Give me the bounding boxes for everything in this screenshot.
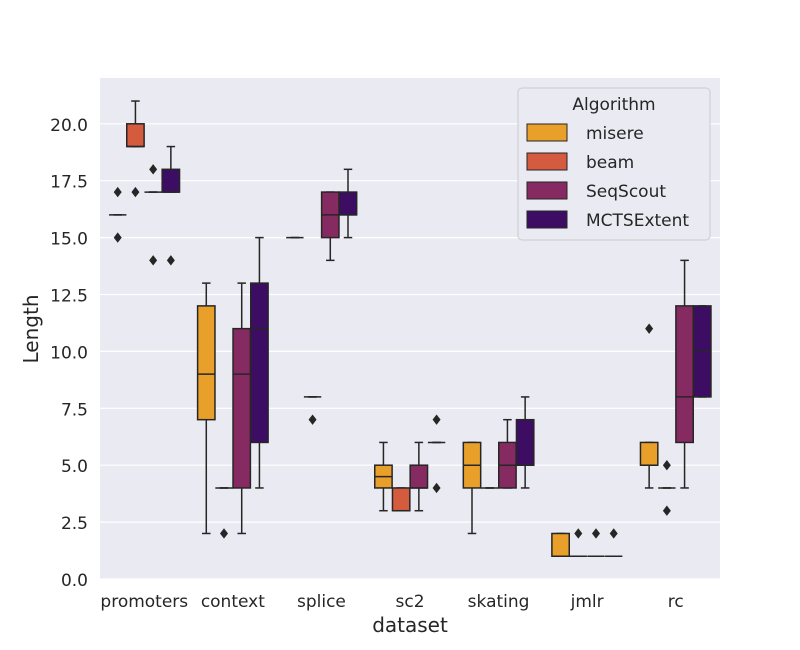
box-group bbox=[605, 528, 623, 557]
box bbox=[409, 464, 429, 489]
legend-item: SeqScout bbox=[526, 181, 666, 202]
outlier-point bbox=[662, 505, 671, 516]
y-tick-label: 15.0 bbox=[50, 230, 88, 250]
box-group bbox=[109, 186, 127, 243]
y-tick-label: 7.5 bbox=[61, 400, 88, 420]
box-group bbox=[551, 532, 571, 557]
y-axis-label: Length bbox=[19, 295, 43, 364]
box-group bbox=[658, 460, 676, 516]
box-group bbox=[515, 396, 535, 489]
series-beam bbox=[125, 100, 676, 557]
box-group bbox=[391, 487, 411, 512]
box-group bbox=[303, 396, 322, 425]
box bbox=[515, 418, 535, 466]
box bbox=[551, 532, 571, 557]
legend-label: beam bbox=[586, 153, 634, 173]
outlier-point bbox=[574, 528, 583, 539]
outlier-point bbox=[113, 232, 122, 243]
x-tick-label: splice bbox=[297, 592, 346, 612]
x-tick-label: jmlr bbox=[570, 592, 604, 612]
outlier-point bbox=[609, 528, 618, 539]
y-tick-labels: 0.0 2.5 5.0 7.5 10.0 12.5 15.0 17.5 20.0 bbox=[50, 116, 88, 591]
legend-label: MCTSExtent bbox=[586, 211, 689, 231]
outlier-point bbox=[645, 323, 654, 334]
y-tick-label: 2.5 bbox=[61, 514, 88, 534]
box-group bbox=[569, 528, 587, 557]
box-group bbox=[161, 145, 181, 266]
outlier-point bbox=[149, 255, 158, 266]
legend: Algorithm misere beam SeqScout MCTSExtent bbox=[517, 87, 711, 241]
legend-title: Algorithm bbox=[572, 95, 655, 115]
box-group bbox=[409, 441, 429, 512]
outlier-point bbox=[220, 528, 228, 539]
legend-items: misere beam SeqScout MCTSExtent bbox=[526, 123, 689, 231]
box-group bbox=[215, 487, 233, 539]
outlier-point bbox=[432, 414, 441, 425]
legend-item: MCTSExtent bbox=[526, 210, 689, 231]
legend-swatch bbox=[526, 123, 568, 142]
legend-label: SeqScout bbox=[586, 182, 666, 202]
box-group bbox=[249, 236, 269, 489]
x-axis-label: dataset bbox=[372, 613, 448, 637]
legend-swatch bbox=[526, 152, 568, 171]
box-group bbox=[587, 528, 605, 557]
x-tick-label: skating bbox=[468, 592, 530, 612]
outlier-point bbox=[131, 186, 140, 198]
outlier-point bbox=[592, 528, 600, 539]
legend-swatch bbox=[526, 210, 568, 229]
outlier-point bbox=[166, 255, 175, 266]
box-group bbox=[373, 441, 393, 512]
box bbox=[249, 282, 269, 444]
box-group bbox=[675, 259, 695, 489]
y-tick-label: 10.0 bbox=[50, 343, 88, 363]
box-group bbox=[196, 282, 216, 535]
box bbox=[338, 191, 358, 216]
box bbox=[125, 123, 145, 148]
x-tick-label: sc2 bbox=[395, 592, 424, 612]
y-tick-label: 0.0 bbox=[61, 571, 88, 591]
box bbox=[391, 487, 411, 512]
x-tick-label: rc bbox=[668, 592, 684, 612]
series-mctsextent bbox=[161, 145, 712, 557]
box bbox=[675, 305, 695, 444]
series-seqscout bbox=[144, 164, 695, 557]
box bbox=[232, 327, 252, 489]
y-tick-label: 17.5 bbox=[50, 173, 88, 193]
outlier-point bbox=[308, 414, 317, 425]
outlier-point bbox=[432, 482, 441, 494]
y-tick-label: 12.5 bbox=[50, 287, 88, 307]
box bbox=[196, 305, 216, 421]
box-group bbox=[338, 168, 358, 239]
x-tick-label: context bbox=[201, 592, 265, 612]
series-misere bbox=[109, 186, 659, 557]
box-groups bbox=[109, 100, 712, 557]
legend-label: misere bbox=[586, 124, 644, 144]
box-group bbox=[462, 441, 482, 535]
box-group bbox=[692, 305, 712, 398]
outlier-point bbox=[113, 186, 122, 198]
box bbox=[639, 441, 659, 466]
box bbox=[161, 168, 181, 193]
box-group bbox=[125, 100, 145, 198]
box-group bbox=[639, 323, 659, 489]
legend-item: beam bbox=[526, 152, 634, 173]
outlier-point bbox=[149, 164, 158, 175]
legend-item: misere bbox=[526, 123, 644, 144]
box-group bbox=[427, 414, 446, 494]
box-group bbox=[144, 164, 162, 266]
legend-swatch bbox=[526, 181, 568, 200]
x-tick-label: promoters bbox=[100, 592, 188, 612]
y-tick-label: 5.0 bbox=[61, 457, 88, 477]
x-tick-labels: promoters context splice sc2 skating jmlr rc bbox=[100, 592, 683, 612]
outlier-point bbox=[662, 460, 671, 471]
y-tick-label: 20.0 bbox=[50, 116, 88, 136]
